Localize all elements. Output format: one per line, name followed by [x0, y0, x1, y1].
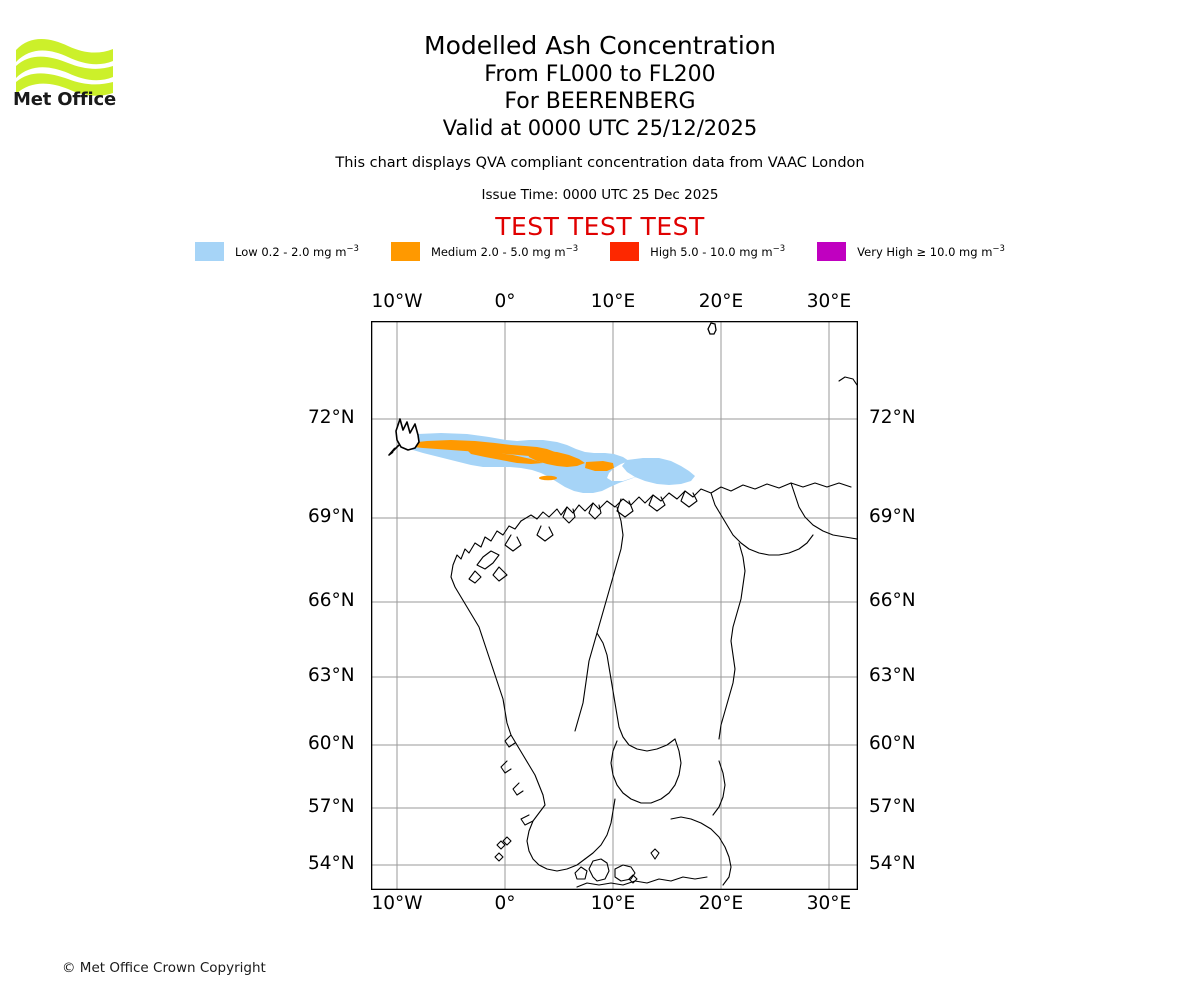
- jan-mayen-island: [388, 418, 420, 456]
- page-title: Modelled Ash Concentration: [424, 31, 776, 60]
- legend-label: High 5.0 - 10.0 mg m−3: [650, 244, 786, 259]
- valid-time: Valid at 0000 UTC 25/12/2025: [442, 116, 758, 140]
- test-banner: TEST TEST TEST: [495, 212, 705, 241]
- lat-tick-label: 60°N: [869, 733, 916, 754]
- lat-tick-label: 69°N: [869, 506, 916, 527]
- legend-item: Low 0.2 - 2.0 mg m−3: [195, 242, 359, 261]
- coastlines: [450, 376, 858, 888]
- lat-tick-label: 63°N: [869, 665, 916, 686]
- legend-label: Low 0.2 - 2.0 mg m−3: [235, 244, 359, 259]
- lat-tick-label: 57°N: [308, 796, 355, 817]
- lat-tick-label: 66°N: [869, 590, 916, 611]
- legend-swatch: [390, 242, 420, 261]
- lat-tick-label: 54°N: [869, 853, 916, 874]
- lon-tick-label: 10°E: [590, 291, 636, 312]
- legend-swatch: [195, 242, 225, 261]
- map-panel[interactable]: [371, 321, 858, 890]
- lat-tick-label: 54°N: [308, 853, 355, 874]
- legend-label: Very High ≥ 10.0 mg m−3: [857, 244, 1005, 259]
- lon-tick-label: 0°: [494, 291, 516, 312]
- lon-tick-label: 30°E: [806, 893, 852, 914]
- map-canvas[interactable]: [371, 321, 858, 890]
- longitude-axis-top: 10°W 0° 10°E 20°E 30°E: [0, 291, 1200, 317]
- legend-item: Medium 2.0 - 5.0 mg m−3: [390, 242, 579, 261]
- map-gridlines: [371, 321, 858, 890]
- legend-swatch: [610, 242, 640, 261]
- lon-tick-label: 10°W: [371, 893, 423, 914]
- flight-level-range: From FL000 to FL200: [484, 62, 716, 87]
- lat-tick-label: 60°N: [308, 733, 355, 754]
- lon-tick-label: 20°E: [698, 291, 744, 312]
- copyright-notice: © Met Office Crown Copyright: [62, 960, 266, 976]
- lat-tick-label: 57°N: [869, 796, 916, 817]
- concentration-legend: Low 0.2 - 2.0 mg m−3 Medium 2.0 - 5.0 mg …: [0, 242, 1200, 261]
- lon-tick-label: 10°E: [590, 893, 636, 914]
- chart-subtitle: This chart displays QVA compliant concen…: [335, 155, 865, 171]
- bear-island: [707, 322, 717, 335]
- header-block: Modelled Ash Concentration From FL000 to…: [0, 0, 1200, 241]
- lat-tick-label: 72°N: [308, 407, 355, 428]
- met-office-logo-text: Met Office: [13, 89, 117, 110]
- longitude-axis-bottom: 10°W 0° 10°E 20°E 30°E: [0, 893, 1200, 919]
- lon-tick-label: 10°W: [371, 291, 423, 312]
- lat-tick-label: 63°N: [308, 665, 355, 686]
- volcano-name: For BEERENBERG: [504, 89, 696, 114]
- lat-tick-label: 69°N: [308, 506, 355, 527]
- legend-swatch: [817, 242, 847, 261]
- legend-item: High 5.0 - 10.0 mg m−3: [610, 242, 785, 261]
- lon-tick-label: 30°E: [806, 291, 852, 312]
- legend-label: Medium 2.0 - 5.0 mg m−3: [430, 244, 579, 259]
- lat-tick-label: 72°N: [869, 407, 916, 428]
- lon-tick-label: 0°: [494, 893, 516, 914]
- legend-item: Very High ≥ 10.0 mg m−3: [817, 242, 1005, 261]
- ash-plume-medium: [409, 440, 614, 481]
- met-office-waves-icon: [16, 39, 113, 96]
- lat-tick-label: 66°N: [308, 590, 355, 611]
- lon-tick-label: 20°E: [698, 893, 744, 914]
- issue-time: Issue Time: 0000 UTC 25 Dec 2025: [481, 187, 719, 203]
